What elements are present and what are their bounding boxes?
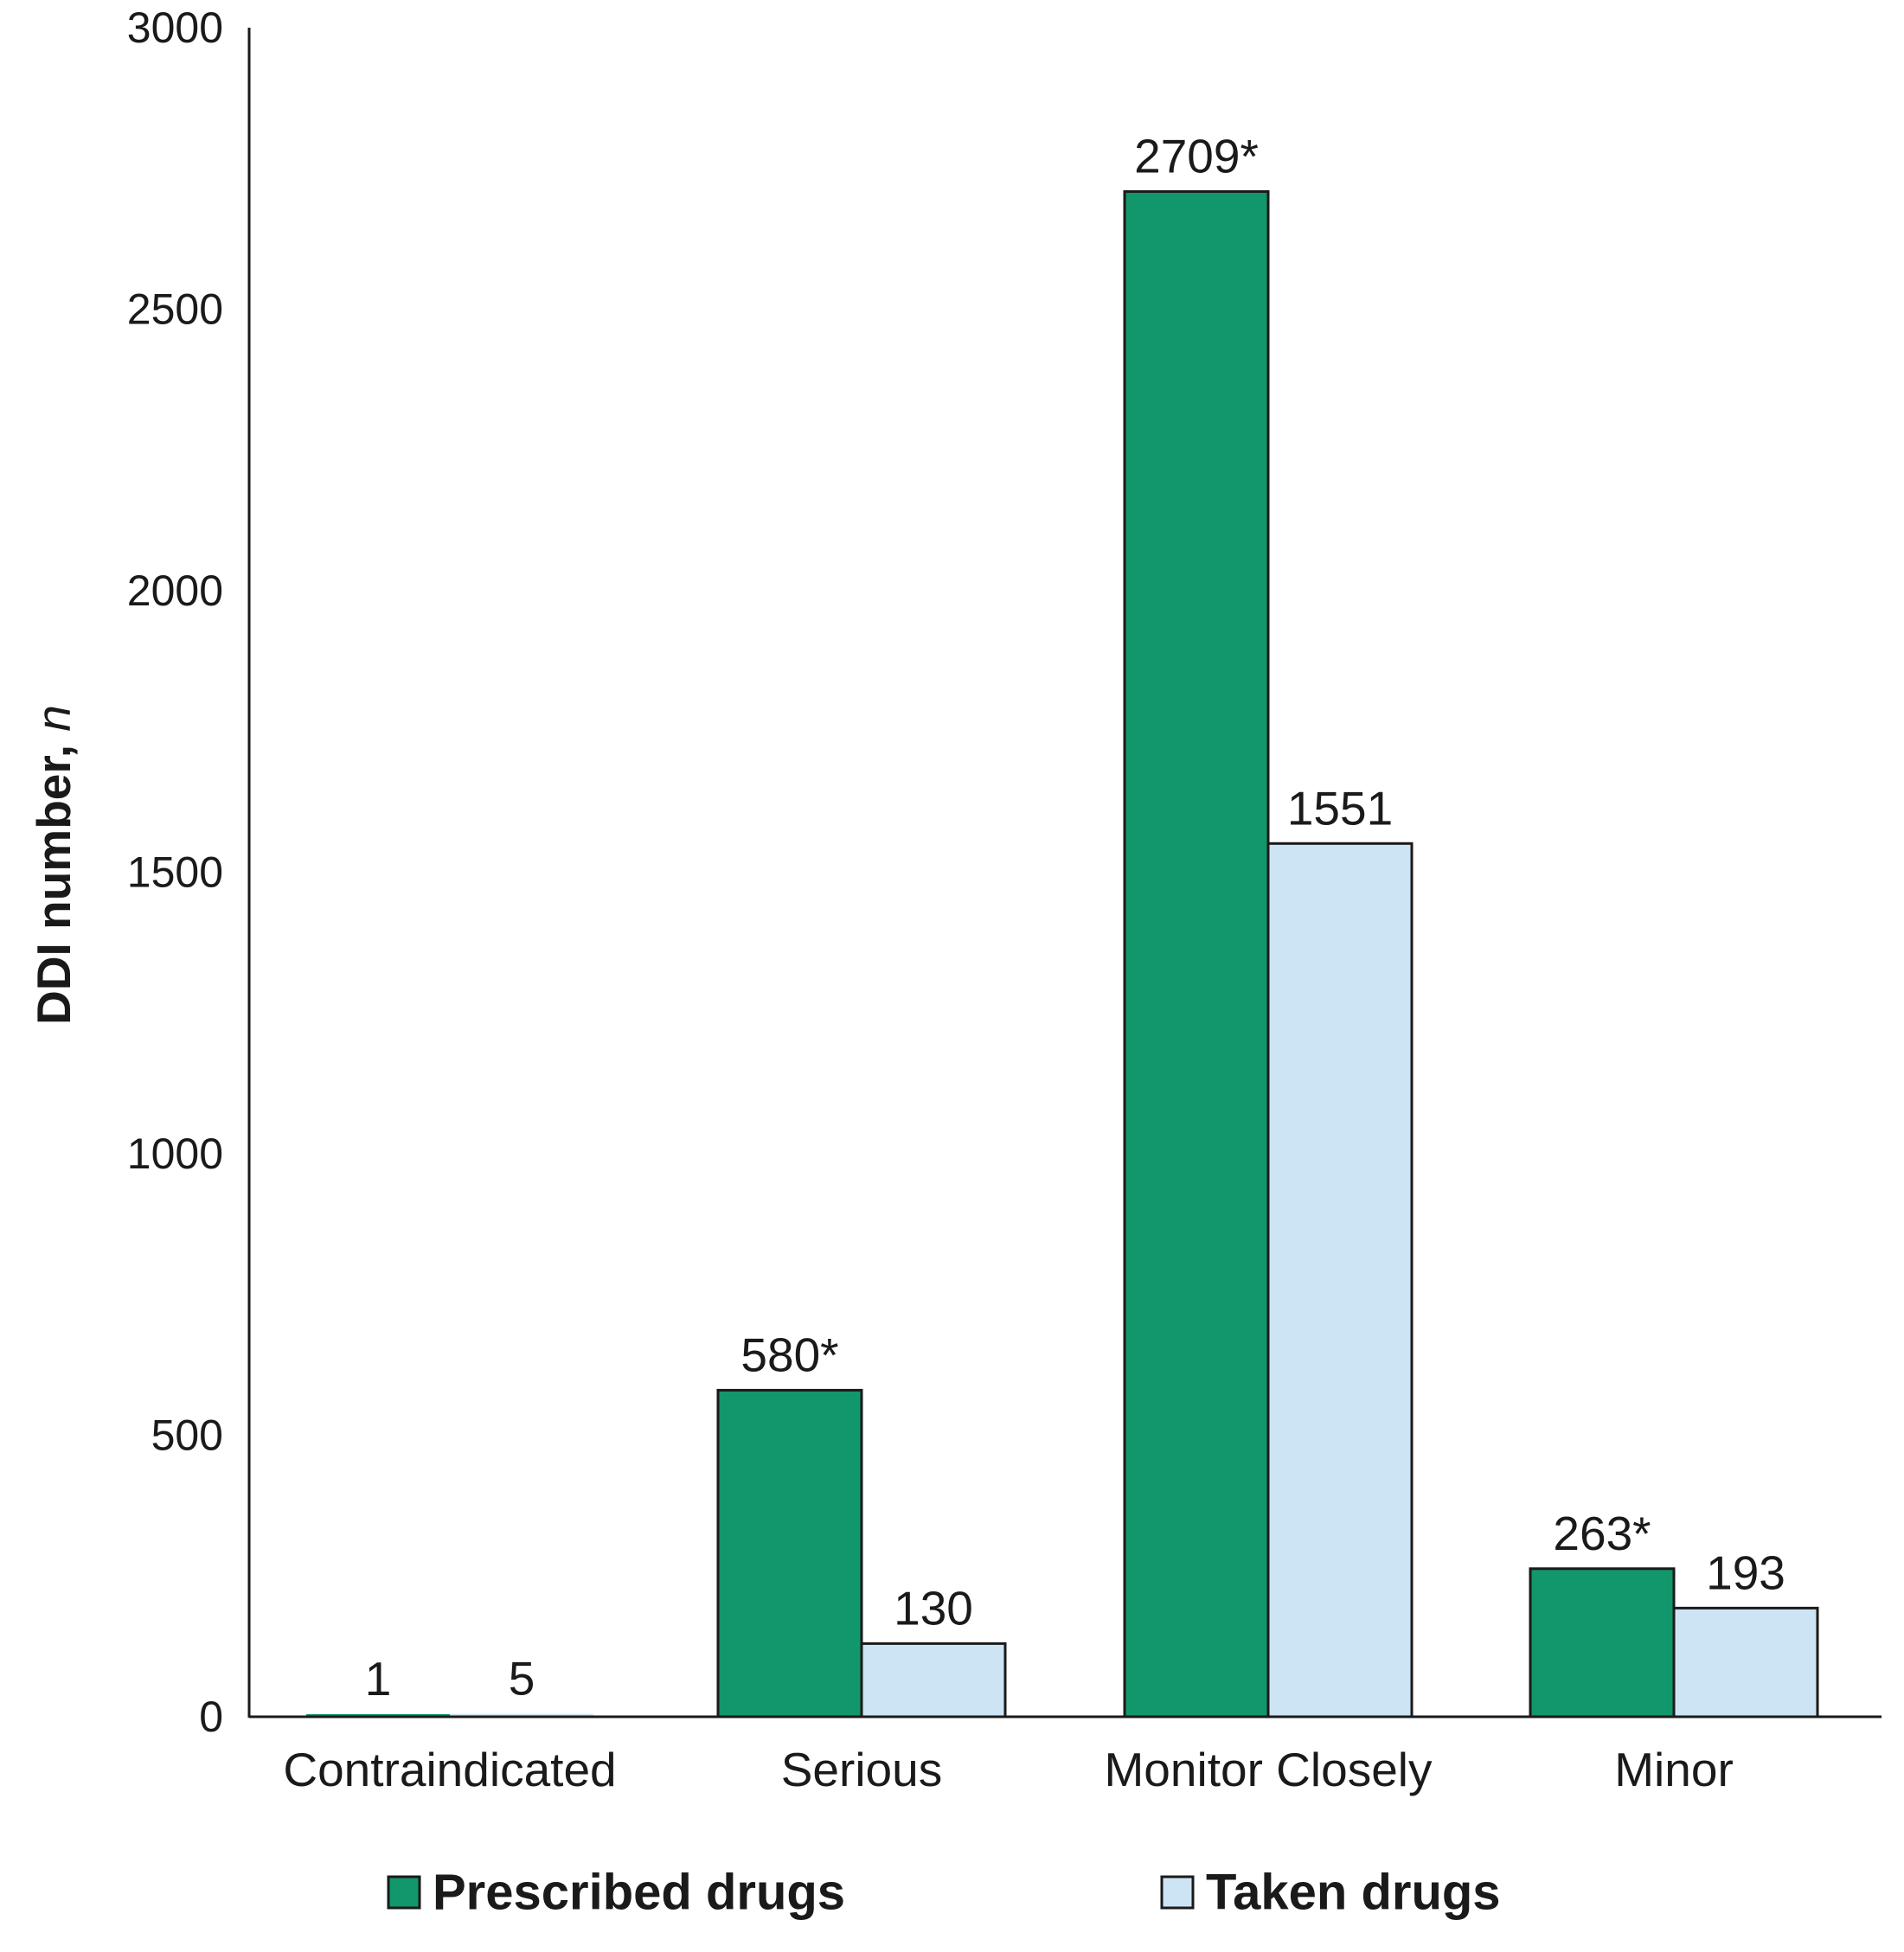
- data-label-prescribed-drugs: 263*: [1553, 1507, 1651, 1560]
- category-labels: Contraindicated Serious Monitor Closely Min…: [283, 1743, 1733, 1796]
- data-label-prescribed-drugs: 2709*: [1134, 129, 1259, 182]
- y-tick-label: 0: [199, 1693, 223, 1741]
- y-axis-label-italic: n: [27, 705, 80, 732]
- legend-swatch-prescribed-drugs: [387, 1875, 421, 1910]
- y-tick-label: 3000: [127, 3, 223, 52]
- y-tick-label: 500: [151, 1411, 223, 1460]
- y-ticks: 0 500 1000 1500 2000 2500 3000: [127, 3, 223, 1741]
- x-tick-label: Contraindicated: [283, 1743, 616, 1796]
- data-label-taken-drugs: 1551: [1287, 781, 1393, 835]
- data-label-taken-drugs: 5: [509, 1652, 535, 1706]
- bar-prescribed-drugs: [716, 1388, 863, 1718]
- bar-prescribed-drugs: [1123, 189, 1270, 1718]
- data-label-taken-drugs: 193: [1706, 1546, 1785, 1599]
- bar-taken-drugs: [1266, 842, 1414, 1718]
- y-tick-label: 1000: [127, 1130, 223, 1178]
- y-axis-label: DDI number, n: [27, 705, 80, 1025]
- bar-taken-drugs: [860, 1642, 1007, 1718]
- bar-taken-drugs: [1672, 1606, 1819, 1718]
- data-labels: 1 5 580* 130 2709* 1551 263* 193: [365, 129, 1785, 1706]
- data-label-taken-drugs: 130: [894, 1581, 973, 1635]
- bar-taken-drugs: [450, 1713, 593, 1717]
- bar-prescribed-drugs: [1529, 1567, 1676, 1718]
- legend-label-taken-drugs: Taken drugs: [1206, 1865, 1501, 1921]
- y-tick-label: 2000: [127, 566, 223, 615]
- x-tick-label: Minor: [1614, 1743, 1734, 1796]
- y-axis-label-main: DDI number,: [27, 732, 80, 1025]
- svg-text:DDI number, n: DDI number, n: [27, 705, 80, 1025]
- legend: Prescribed drugs Taken drugs: [387, 1865, 1501, 1921]
- data-label-prescribed-drugs: 1: [365, 1652, 392, 1706]
- axes: [247, 28, 1882, 1718]
- legend-label-prescribed-drugs: Prescribed drugs: [433, 1865, 845, 1921]
- y-tick-label: 1500: [127, 848, 223, 897]
- legend-swatch-taken-drugs: [1160, 1875, 1195, 1910]
- x-tick-label: Serious: [781, 1743, 942, 1796]
- y-tick-label: 2500: [127, 285, 223, 334]
- bars: [306, 189, 1819, 1718]
- data-label-prescribed-drugs: 580*: [740, 1328, 838, 1381]
- x-tick-label: Monitor Closely: [1104, 1743, 1433, 1796]
